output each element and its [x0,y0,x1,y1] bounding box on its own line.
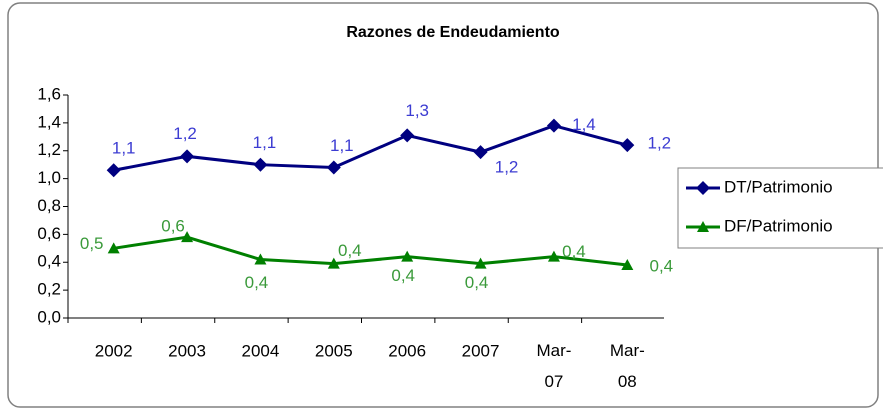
legend-label: DF/Patrimonio [724,216,833,235]
x-tick-label: Mar-08 [610,341,645,391]
series-line [113,124,628,172]
data-label: 0,5 [80,234,104,253]
marker [327,257,340,269]
marker [181,231,194,243]
y-tick-label: 1,4 [37,112,61,131]
data-label: 0,4 [649,257,673,276]
marker [254,253,267,265]
marker [106,163,121,178]
y-tick-label: 0,4 [37,252,61,271]
y-tick-label: 0,0 [37,307,61,326]
data-label: 1,4 [572,115,596,134]
x-tick-label: 2007 [462,341,500,360]
marker [401,250,414,262]
marker [473,145,488,160]
marker [621,259,634,271]
marker [620,138,635,153]
marker [253,157,268,172]
data-label: 0,4 [338,241,362,260]
x-tick-label: Mar-07 [536,341,571,391]
marker [697,221,709,232]
x-tick-label: 2004 [242,341,280,360]
y-tick-label: 1,6 [37,84,61,103]
marker [696,181,710,195]
marker [400,128,415,143]
marker [326,160,341,175]
data-label: 0,4 [391,266,415,285]
y-tick-label: 0,2 [37,280,61,299]
y-tick-label: 0,8 [37,196,61,215]
x-tick-label: 2003 [168,341,206,360]
data-label: 0,6 [161,217,185,236]
data-label: 1,1 [330,136,354,155]
y-tick-label: 1,2 [37,140,61,159]
marker [547,250,560,262]
marker [474,257,487,269]
data-label: 1,2 [173,124,197,143]
data-label: 1,2 [495,158,519,177]
data-label: 0,4 [465,273,489,292]
x-tick-label: 2006 [388,341,426,360]
x-tick-label: 2002 [95,341,133,360]
y-tick-label: 0,6 [37,224,61,243]
data-label: 0,4 [245,273,269,292]
data-label: 1,2 [647,134,671,153]
marker [107,242,120,254]
legend-label: DT/Patrimonio [724,177,833,196]
series-line [113,235,628,267]
data-label: 0,4 [562,242,586,261]
y-tick-label: 1,0 [37,168,61,187]
data-label: 1,1 [112,139,136,158]
data-label: 1,1 [253,133,277,152]
legend-box [677,167,883,249]
x-tick-label: 2005 [315,341,353,360]
marker [546,118,561,133]
marker [180,149,195,164]
chart-title: Razones de Endeudamiento [346,24,560,41]
data-label: 1,3 [405,101,429,120]
